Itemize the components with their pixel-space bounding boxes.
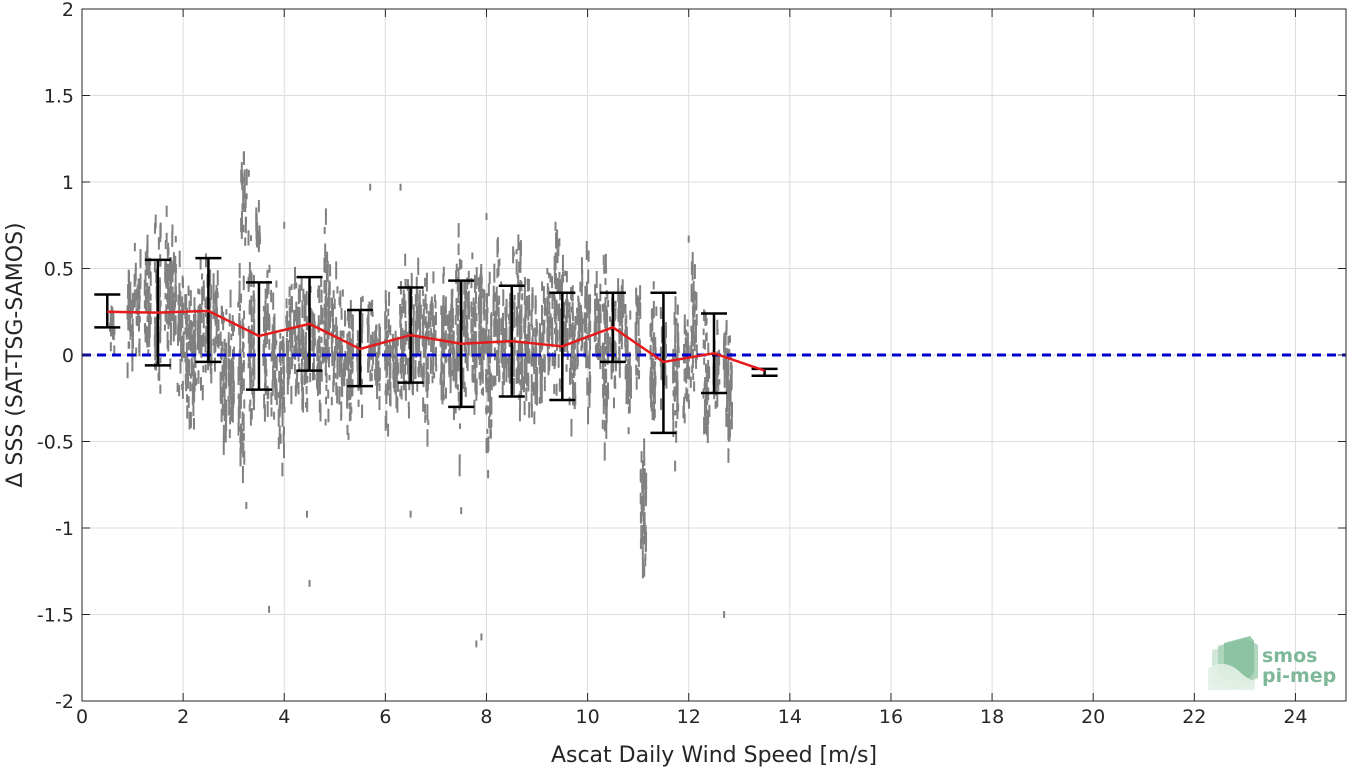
x-axis-label: Ascat Daily Wind Speed [m/s] — [551, 743, 877, 768]
y-tick-label: -0.5 — [37, 432, 74, 454]
wave-layers-icon — [1208, 636, 1258, 690]
y-tick-label: 0.5 — [44, 259, 74, 281]
y-tick-label: -1 — [55, 518, 74, 540]
logo-text-smos: smos — [1262, 645, 1317, 667]
x-tick-label: 2 — [177, 706, 189, 728]
error-bars — [94, 256, 778, 435]
y-tick-label: -2 — [55, 691, 74, 713]
y-axis-ticks: -2 -1.5 -1 -0.5 0 0.5 1 1.5 2 — [37, 0, 1346, 713]
logo-text-pi-mep: pi-mep — [1262, 665, 1336, 687]
x-tick-label: 8 — [480, 706, 492, 728]
x-tick-label: 4 — [278, 706, 290, 728]
smos-pi-mep-logo: smos pi-mep — [1208, 636, 1336, 690]
y-tick-label: 0 — [62, 345, 74, 367]
y-tick-label: 2 — [62, 0, 74, 21]
x-tick-label: 10 — [576, 706, 600, 728]
x-tick-label: 16 — [879, 706, 903, 728]
x-tick-label: 14 — [778, 706, 802, 728]
y-axis-label: Δ SSS (SAT-TSG-SAMOS) — [3, 222, 28, 487]
x-tick-label: 0 — [76, 706, 88, 728]
x-tick-label: 12 — [677, 706, 701, 728]
x-tick-label: 24 — [1283, 706, 1307, 728]
mean-line — [107, 309, 765, 372]
x-tick-label: 20 — [1081, 706, 1105, 728]
scatter-points — [108, 151, 734, 648]
y-tick-label: 1 — [62, 172, 74, 194]
x-tick-label: 18 — [980, 706, 1004, 728]
x-tick-label: 22 — [1182, 706, 1206, 728]
x-axis-ticks: 0 2 4 6 8 10 12 14 16 18 20 22 24 — [76, 9, 1308, 728]
mean-line-path — [107, 309, 765, 372]
x-tick-label: 6 — [379, 706, 391, 728]
y-tick-label: -1.5 — [37, 605, 74, 627]
y-tick-label: 1.5 — [44, 86, 74, 108]
